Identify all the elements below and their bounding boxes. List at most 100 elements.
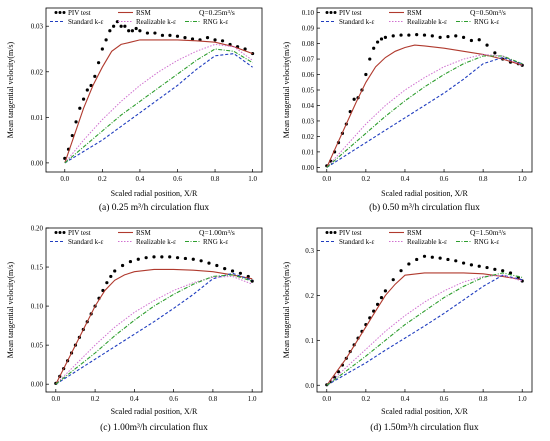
y-tick-label: 0.07 bbox=[302, 56, 315, 64]
piv-data-point bbox=[383, 35, 388, 39]
piv-data-point bbox=[138, 29, 142, 33]
piv-data-point bbox=[391, 278, 395, 282]
piv-data-point bbox=[89, 83, 93, 88]
legend-marker-piv bbox=[54, 11, 58, 14]
piv-data-point bbox=[246, 274, 250, 279]
series-line-rsm bbox=[326, 272, 523, 386]
piv-data-point bbox=[112, 24, 116, 28]
panel-caption: (b) 0.50 m³/h circulation flux bbox=[369, 202, 480, 213]
piv-data-point bbox=[469, 263, 474, 267]
legend-label: RSM bbox=[407, 9, 423, 17]
legend-marker-piv bbox=[325, 11, 329, 14]
piv-data-point bbox=[134, 26, 138, 31]
x-tick-label: 0.6 bbox=[169, 395, 178, 403]
y-tick-label: 0.3 bbox=[305, 247, 314, 255]
series-line-rng bbox=[326, 272, 523, 386]
piv-data-point bbox=[250, 279, 254, 283]
piv-data-point bbox=[485, 265, 489, 270]
y-axis-label: Mean tangential velocity(m/s) bbox=[6, 261, 15, 358]
y-tick-label: 0.02 bbox=[302, 133, 315, 141]
x-tick-label: 0.8 bbox=[479, 175, 488, 183]
series-line-rng bbox=[55, 274, 253, 385]
y-tick-label: 0.03 bbox=[302, 117, 315, 125]
piv-data-point bbox=[205, 36, 210, 40]
piv-data-point bbox=[477, 38, 481, 42]
piv-data-point bbox=[469, 38, 474, 43]
piv-data-point bbox=[461, 35, 466, 39]
piv-data-point bbox=[364, 72, 368, 77]
legend-label: Standard k-ε bbox=[339, 238, 374, 246]
piv-data-point bbox=[243, 47, 247, 51]
legend-label: PIV test bbox=[339, 9, 362, 17]
x-tick-label: 0.4 bbox=[136, 175, 145, 183]
y-tick-label: 0.10 bbox=[302, 9, 315, 17]
piv-data-point bbox=[119, 24, 123, 28]
y-tick-label: 0.10 bbox=[31, 303, 44, 311]
x-tick-label: 0.4 bbox=[130, 395, 139, 403]
piv-data-point bbox=[199, 259, 203, 263]
x-tick-label: 0.8 bbox=[211, 175, 220, 183]
x-axis-label: Scaled radial position, X/R bbox=[111, 189, 198, 198]
piv-data-point bbox=[375, 302, 380, 306]
piv-data-point bbox=[520, 279, 524, 283]
piv-data-point bbox=[215, 263, 219, 268]
legend-label: Standard k-ε bbox=[68, 238, 103, 246]
piv-data-point bbox=[168, 255, 172, 259]
legend-label: Standard k-ε bbox=[339, 18, 374, 26]
piv-data-point bbox=[438, 256, 442, 260]
piv-data-point bbox=[190, 37, 195, 41]
piv-data-point bbox=[78, 106, 82, 110]
piv-data-point bbox=[391, 34, 395, 38]
series-line-standard bbox=[326, 274, 523, 386]
series-line-rsm bbox=[326, 44, 523, 168]
x-tick-label: 1.0 bbox=[248, 175, 257, 183]
piv-data-point bbox=[136, 257, 140, 261]
legend-label: RSM bbox=[407, 229, 423, 237]
legend-label: Realizable k-ε bbox=[407, 238, 447, 246]
series-line-rng bbox=[64, 48, 253, 164]
piv-data-point bbox=[477, 264, 481, 268]
x-tick-label: 0.0 bbox=[60, 175, 69, 183]
piv-data-point bbox=[493, 267, 497, 271]
series-line-realizable bbox=[326, 53, 523, 168]
y-tick-label: 0.00 bbox=[302, 164, 315, 172]
piv-data-point bbox=[438, 35, 442, 39]
piv-data-point bbox=[223, 267, 227, 271]
piv-data-point bbox=[407, 33, 411, 37]
x-tick-label: 0.8 bbox=[479, 395, 488, 403]
panel-b: 0.0 0.2 0.4 0.6 0.8 1.0 0.00 0.01 0.02 0.03 0.04 0.… bbox=[282, 7, 533, 213]
panel-c: 0.0 0.2 0.4 0.6 0.8 1.0 0.00 0.05 0.10 0.15 0.20 Sc… bbox=[6, 225, 263, 433]
x-tick-label: 1.0 bbox=[518, 395, 527, 403]
piv-data-point bbox=[352, 97, 356, 101]
piv-data-point bbox=[128, 259, 133, 264]
plot-frame bbox=[45, 7, 263, 173]
piv-data-point bbox=[220, 39, 225, 43]
y-tick-label: 0.01 bbox=[31, 114, 44, 122]
piv-data-point bbox=[183, 36, 187, 40]
piv-data-point bbox=[207, 261, 211, 265]
y-tick-label: 0.0 bbox=[305, 382, 314, 390]
piv-data-point bbox=[446, 257, 450, 262]
piv-data-point bbox=[113, 269, 117, 273]
piv-data-point bbox=[415, 257, 419, 262]
piv-data-point bbox=[407, 262, 411, 266]
piv-data-point bbox=[446, 35, 450, 39]
piv-data-point bbox=[93, 74, 97, 78]
x-tick-label: 0.0 bbox=[51, 395, 60, 403]
piv-data-point bbox=[175, 34, 180, 38]
piv-data-point bbox=[230, 269, 235, 273]
piv-data-point bbox=[109, 274, 113, 279]
legend-label: Realizable k-ε bbox=[136, 18, 176, 26]
piv-data-point bbox=[104, 38, 108, 42]
piv-data-point bbox=[485, 43, 489, 47]
legend-marker-piv bbox=[62, 11, 66, 14]
y-tick-label: 0.04 bbox=[302, 102, 315, 110]
legend-marker-piv bbox=[329, 11, 333, 14]
piv-data-point bbox=[105, 281, 109, 285]
legend-label: PIV test bbox=[68, 9, 91, 17]
piv-data-point bbox=[238, 271, 242, 275]
piv-data-point bbox=[379, 296, 384, 300]
series-line-rsm bbox=[55, 268, 253, 385]
x-tick-label: 0.6 bbox=[173, 175, 182, 183]
x-tick-label: 0.2 bbox=[361, 175, 370, 183]
